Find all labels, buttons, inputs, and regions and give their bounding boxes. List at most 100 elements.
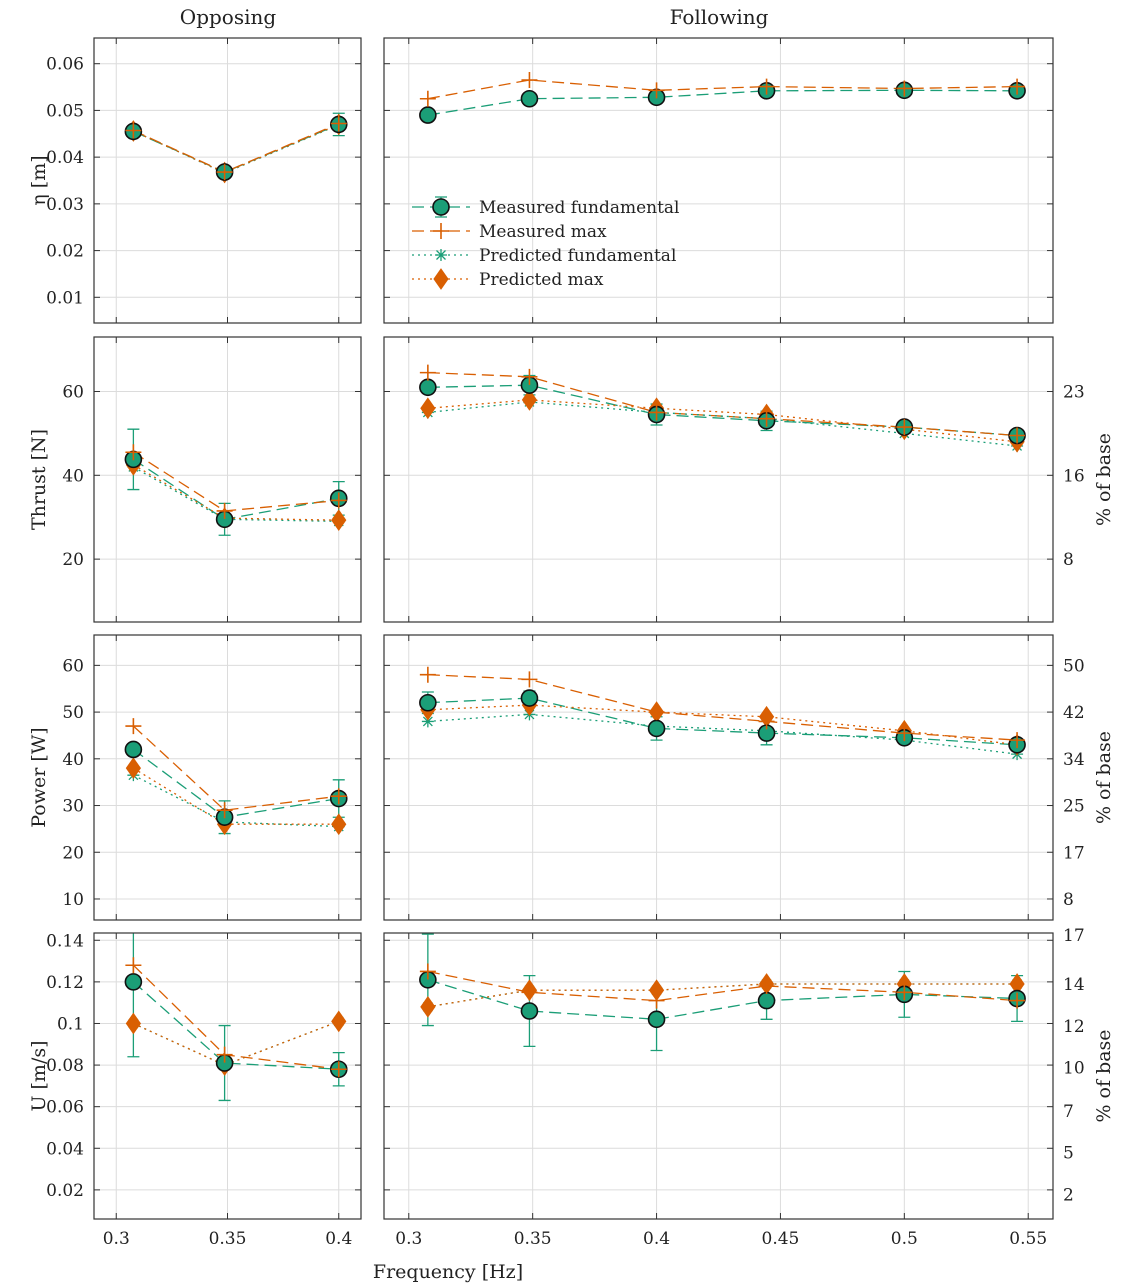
legend-marker-meas_max <box>433 223 449 239</box>
y-tick-label: 30 <box>62 797 84 817</box>
series-line-meas_max <box>427 674 1018 741</box>
data-point-meas_fund <box>419 378 437 397</box>
series-line-pred_max <box>427 704 1018 746</box>
data-point-meas_max <box>1009 427 1026 444</box>
data-point-meas_max <box>216 502 233 519</box>
panel-eta-opposing: 0.01 0.02 0.03 0.04 0.05 0.06 η [m] <box>28 37 362 324</box>
series-line-pred_fund <box>133 1020 340 1066</box>
data-point-meas_max <box>125 444 142 461</box>
series-line-meas_fund <box>427 384 1018 437</box>
right-y-tick-label: 23 <box>1063 382 1085 402</box>
data-point-meas_max <box>330 492 347 509</box>
column-title-following: Following <box>670 5 769 29</box>
series-line-meas_fund <box>427 89 1018 116</box>
y-tick-label: 50 <box>62 703 84 723</box>
data-point-meas_max <box>648 992 665 1009</box>
y-tick-label: 20 <box>62 550 84 570</box>
panel-power-opposing: 10 20 30 40 50 60 Power [W] <box>28 634 362 921</box>
right-y-tick-label: 8 <box>1063 890 1074 910</box>
data-point-meas_max <box>648 404 665 421</box>
legend-label: Predicted max <box>479 270 604 290</box>
data-point-meas_fund <box>124 740 143 759</box>
right-y-axis-label: % of base <box>1093 433 1115 526</box>
series-line-pred_fund <box>427 713 1018 755</box>
data-point-pred_max <box>125 1012 141 1035</box>
data-point-pred_max <box>521 388 538 411</box>
plot-frame <box>383 634 1054 921</box>
series-line-meas_max <box>133 451 339 512</box>
legend-entry-pred_fund: Predicted fundamental <box>412 246 676 266</box>
series-line-meas_max <box>427 79 1018 100</box>
data-point-meas_max <box>896 725 913 742</box>
data-point-meas_max <box>1009 732 1026 749</box>
data-point-meas_max <box>216 1046 233 1063</box>
panel-speed-opposing: 0.3 0.35 0.4 0.02 0.04 0.06 0.08 0.1 0.12 0.14 U [… <box>28 931 362 1249</box>
x-tick-label: 0.4 <box>643 1229 670 1249</box>
y-tick-label: 40 <box>62 466 84 486</box>
data-point-meas_max <box>419 90 436 107</box>
right-y-tick-label: 2 <box>1063 1185 1074 1205</box>
series-line-meas_max <box>427 371 1018 437</box>
data-point-meas_max <box>648 82 665 99</box>
y-axis-label: Power [W] <box>28 727 50 827</box>
y-tick-label: 0.06 <box>46 1098 84 1118</box>
right-y-tick-label: 25 <box>1063 797 1085 817</box>
data-point-meas_max <box>125 122 142 139</box>
data-point-meas_max <box>896 984 913 1001</box>
data-point-meas_max <box>896 80 913 97</box>
y-axis-label: η [m] <box>28 155 50 205</box>
right-y-tick-label: 17 <box>1063 926 1085 946</box>
data-point-meas_max <box>648 704 665 721</box>
data-point-meas_max <box>521 984 538 1001</box>
data-point-meas_max <box>521 671 538 688</box>
legend: Measured fundamental Measured max Predicte… <box>412 196 680 290</box>
series-line-pred_fund <box>427 401 1018 447</box>
data-point-meas_max <box>1009 78 1026 95</box>
panels: 0.01 0.02 0.03 0.04 0.05 0.06 η [m] 20 40 60 Thrus… <box>28 37 1115 1249</box>
series-line-pred_max <box>133 123 340 174</box>
data-point-meas_max <box>758 410 775 427</box>
panel-thrust-following: 8 16 23 % of base <box>383 336 1115 623</box>
right-y-tick-label: 5 <box>1063 1143 1074 1163</box>
y-tick-label: 0.03 <box>46 195 84 215</box>
data-point-meas_max <box>330 788 347 805</box>
plot-frame <box>383 336 1054 623</box>
right-y-axis-label: % of base <box>1093 1029 1115 1122</box>
data-point-meas_max <box>758 978 775 995</box>
right-y-tick-label: 50 <box>1063 656 1085 676</box>
x-tick-label: 0.35 <box>514 1229 552 1249</box>
series-line-meas_max <box>427 970 1018 1002</box>
data-point-pred_max <box>420 397 436 420</box>
series-line-pred_max <box>133 767 339 825</box>
data-point-pred_fund <box>421 715 434 728</box>
data-point-meas_max <box>216 164 233 181</box>
right-y-tick-label: 14 <box>1063 975 1085 995</box>
data-point-meas_fund <box>419 106 437 124</box>
data-point-meas_fund <box>520 689 539 707</box>
x-tick-label: 0.3 <box>103 1229 130 1249</box>
data-point-meas_fund <box>647 1010 666 1029</box>
data-point-meas_max <box>758 713 775 730</box>
y-tick-label: 0.01 <box>46 288 84 308</box>
right-y-tick-label: 34 <box>1063 750 1085 770</box>
y-tick-label: 40 <box>62 750 84 770</box>
legend-marker-pred_max <box>433 268 449 290</box>
data-point-meas_max <box>330 115 347 132</box>
y-tick-label: 0.14 <box>46 931 84 951</box>
y-tick-label: 10 <box>62 890 84 910</box>
plot-frame <box>383 37 1054 324</box>
panel-power-following: 8 17 25 34 42 50 % of base <box>383 634 1115 921</box>
y-tick-label: 0.1 <box>57 1014 84 1034</box>
y-axis-label: U [m/s] <box>28 1040 50 1111</box>
legend-entry-meas_max: Measured max <box>412 222 607 242</box>
data-point-meas_fund <box>520 1002 539 1020</box>
error-bar <box>127 933 140 1058</box>
data-point-pred_max <box>331 509 347 532</box>
y-tick-label: 0.05 <box>46 101 84 121</box>
right-y-axis-label: % of base <box>1093 731 1115 824</box>
data-point-meas_max <box>216 802 233 819</box>
data-point-pred_max <box>125 757 141 780</box>
series-line-meas_fund <box>133 123 340 173</box>
y-axis-label: Thrust [N] <box>28 429 50 530</box>
